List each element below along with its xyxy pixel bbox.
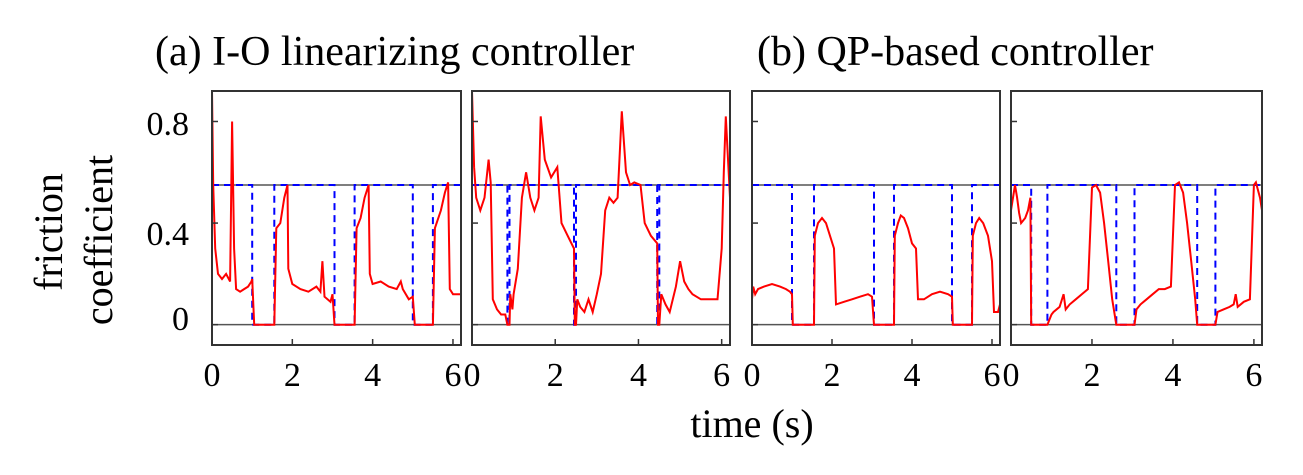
panel-4-x-tick-label-1: 2 — [1083, 357, 1100, 394]
y-tick-label-0-8: 0.8 — [147, 106, 190, 143]
panel-4-x-tick-label-3: 6 — [1245, 357, 1262, 394]
panel-3-stance-bound-line — [752, 184, 1000, 326]
panel-1-friction-line — [212, 91, 461, 326]
panel-1-x-tick-label-2: 4 — [364, 357, 381, 394]
y-tick-label-0: 0 — [172, 301, 189, 338]
panel-1-stance-bound-line — [212, 184, 461, 326]
panel-3-x-tick-label-2: 4 — [904, 357, 921, 394]
panel-3-x-tick-label-1: 2 — [824, 357, 841, 394]
panel-4: 0 2 4 6 — [1003, 90, 1263, 394]
panel-2-x-tick-label-0: 0 — [464, 357, 481, 394]
x-axis-label: time (s) — [690, 401, 813, 446]
panel-4-x-tick-label-2: 4 — [1164, 357, 1181, 394]
panel-4-frame — [1010, 90, 1263, 346]
panel-4-stance-bound-line — [1011, 184, 1262, 326]
panel-1-frame — [211, 90, 462, 346]
panel-1-x-tick-label-3: 6 — [444, 357, 461, 394]
panel-3-plot-area — [752, 184, 1000, 326]
panel-4-friction-line — [1011, 180, 1262, 326]
panel-2-x-tick-label-1: 2 — [547, 357, 564, 394]
panel-1-x-tick-label-0: 0 — [204, 357, 221, 394]
panel-4-x-tick-label-0: 0 — [1003, 357, 1020, 394]
panel-2-frame — [471, 90, 731, 346]
panel-2-friction-line — [472, 91, 730, 326]
panel-3-x-tick-label-3: 6 — [984, 357, 1001, 394]
panel-3: 0 2 4 6 — [744, 90, 1001, 394]
y-tick-label-0-4: 0.4 — [147, 216, 190, 253]
panel-2-x-tick-label-2: 4 — [630, 357, 647, 394]
group-title-b: (b) QP-based controller — [757, 29, 1154, 75]
panel-3-x-tick-label-0: 0 — [744, 357, 761, 394]
group-title-a: (a) I-O linearizing controller — [155, 29, 634, 75]
panel-4-plot-area — [1011, 180, 1262, 326]
panel-2-x-tick-label-3: 6 — [713, 357, 730, 394]
panel-1-x-tick-label-1: 2 — [284, 357, 301, 394]
panel-1-plot-area — [212, 91, 461, 326]
panel-3-frame — [751, 90, 1001, 346]
y-axis-label-line-1: friction — [26, 173, 71, 291]
panel-3-friction-line — [752, 213, 1000, 326]
y-axis-label-line-2: coefficient — [76, 155, 121, 325]
panel-1: 0 2 4 6 — [204, 90, 462, 394]
panel-2-plot-area — [472, 91, 730, 326]
panel-2: 0 2 4 6 — [464, 90, 731, 394]
